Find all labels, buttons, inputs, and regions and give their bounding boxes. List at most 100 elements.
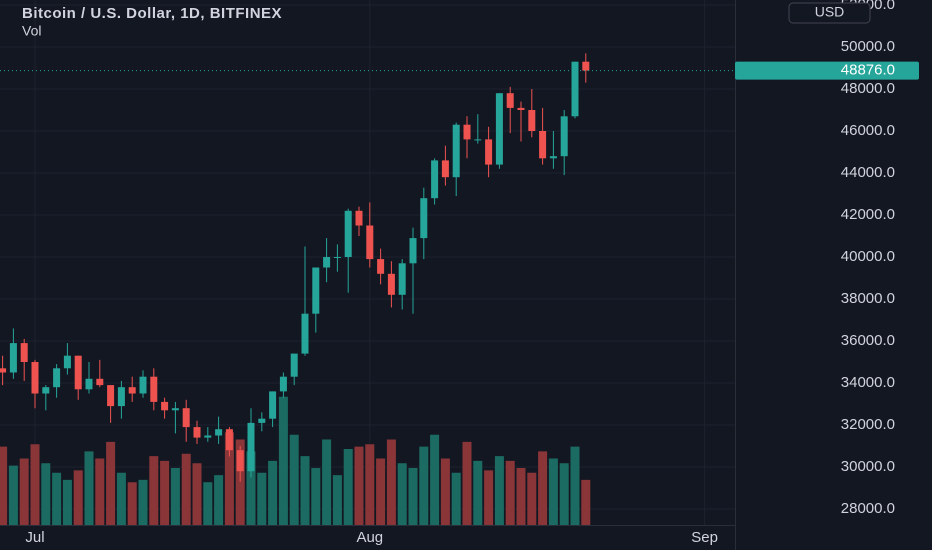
candle-body (269, 391, 277, 419)
y-tick-label: 40000.0 (841, 248, 895, 265)
candle-body (474, 139, 482, 141)
candle-body (377, 259, 385, 274)
volume-bar (300, 456, 310, 525)
y-tick-label: 30000.0 (841, 458, 895, 475)
volume-bar (214, 475, 224, 525)
candle-body (366, 225, 374, 260)
volume-bar (397, 463, 407, 525)
candle-body (20, 343, 28, 362)
candle-body (182, 408, 190, 428)
candle-body (398, 263, 406, 295)
candle-body (312, 267, 320, 314)
last-price-label: 48876.0 (841, 62, 895, 79)
y-tick-label: 48000.0 (841, 80, 895, 97)
volume-bar (160, 460, 170, 525)
volume-bar (538, 451, 548, 525)
candle-body (117, 387, 125, 407)
volume-layer (0, 396, 591, 525)
chart-title: Bitcoin / U.S. Dollar, 1D, BITFINEX (22, 5, 282, 22)
volume-bar (527, 472, 537, 525)
volume-bar (322, 439, 332, 525)
candle-body (452, 124, 460, 178)
candle-body (301, 313, 309, 354)
currency-button[interactable] (788, 2, 871, 24)
candle-body (463, 124, 471, 140)
candle-body (150, 376, 158, 402)
candle-body (128, 387, 136, 394)
volume-bar (570, 446, 580, 525)
candle-body (42, 387, 50, 394)
currency-label[interactable]: USD (815, 4, 845, 20)
candle-body (495, 93, 503, 165)
candle-body (431, 160, 439, 199)
volume-bar (386, 439, 396, 525)
candle-body (560, 116, 568, 157)
candle-body (247, 422, 255, 472)
candle-body (485, 139, 493, 165)
candle-body (96, 378, 104, 386)
volume-bar (181, 453, 191, 525)
last-price-box (735, 61, 919, 80)
candle-body (409, 238, 417, 264)
y-tick-label: 42000.0 (841, 206, 895, 223)
volume-bar (505, 460, 515, 525)
candle-body (74, 355, 82, 390)
candle-body (204, 435, 212, 438)
candle-body (506, 93, 514, 108)
volume-bar (311, 468, 321, 525)
y-tick-label: 50000.0 (841, 38, 895, 55)
volume-bar (473, 460, 483, 525)
volume-bar (8, 465, 18, 525)
volume-bar (52, 472, 62, 525)
volume-bar (343, 449, 353, 525)
candle-body (215, 429, 223, 436)
volume-bar (581, 479, 591, 525)
volume-bar (84, 451, 94, 525)
volume-bar (548, 458, 558, 525)
candle-body (571, 61, 579, 117)
candle-body (225, 429, 233, 451)
candle-body (290, 353, 298, 377)
volume-bar (516, 468, 526, 525)
volume-bar (235, 439, 245, 525)
candle-body (258, 418, 266, 423)
volume-bar (289, 434, 299, 525)
volume-bar (19, 458, 29, 525)
volume-bar (419, 446, 429, 525)
candle-body (420, 198, 428, 239)
price-axis: 28000.0 30000.0 32000.0 34000.0 36000.0 38000… (25, 0, 919, 546)
volume-bar (138, 479, 148, 525)
volume-label: Vol (22, 23, 41, 39)
volume-bar (257, 472, 267, 525)
volume-bar (430, 434, 440, 525)
candle-body (333, 256, 341, 258)
volume-bar (62, 479, 72, 525)
candle-body (9, 343, 17, 373)
volume-bar (354, 446, 364, 525)
candle-body (582, 61, 590, 71)
volume-bar (127, 482, 137, 525)
volume-bar (95, 458, 105, 525)
volume-bar (0, 446, 8, 525)
volume-bar (278, 396, 288, 525)
volume-bar (365, 444, 375, 525)
volume-bar (106, 441, 116, 525)
candle-body (528, 109, 536, 131)
candle-body (53, 368, 61, 388)
y-tick-label: 36000.0 (841, 332, 895, 349)
y-tick-label: 38000.0 (841, 290, 895, 307)
volume-bar (376, 458, 386, 525)
x-tick-label: Jul (25, 529, 44, 546)
candle-body (323, 256, 331, 268)
candle-body (193, 427, 201, 438)
candle-body (31, 361, 39, 394)
volume-bar (192, 463, 202, 525)
candle-body (517, 107, 525, 110)
volume-bar (203, 482, 213, 525)
candle-body (549, 156, 557, 159)
candle-body (279, 376, 287, 392)
volume-bar (268, 460, 278, 525)
volume-bar (41, 463, 51, 525)
candle-body (236, 450, 244, 472)
